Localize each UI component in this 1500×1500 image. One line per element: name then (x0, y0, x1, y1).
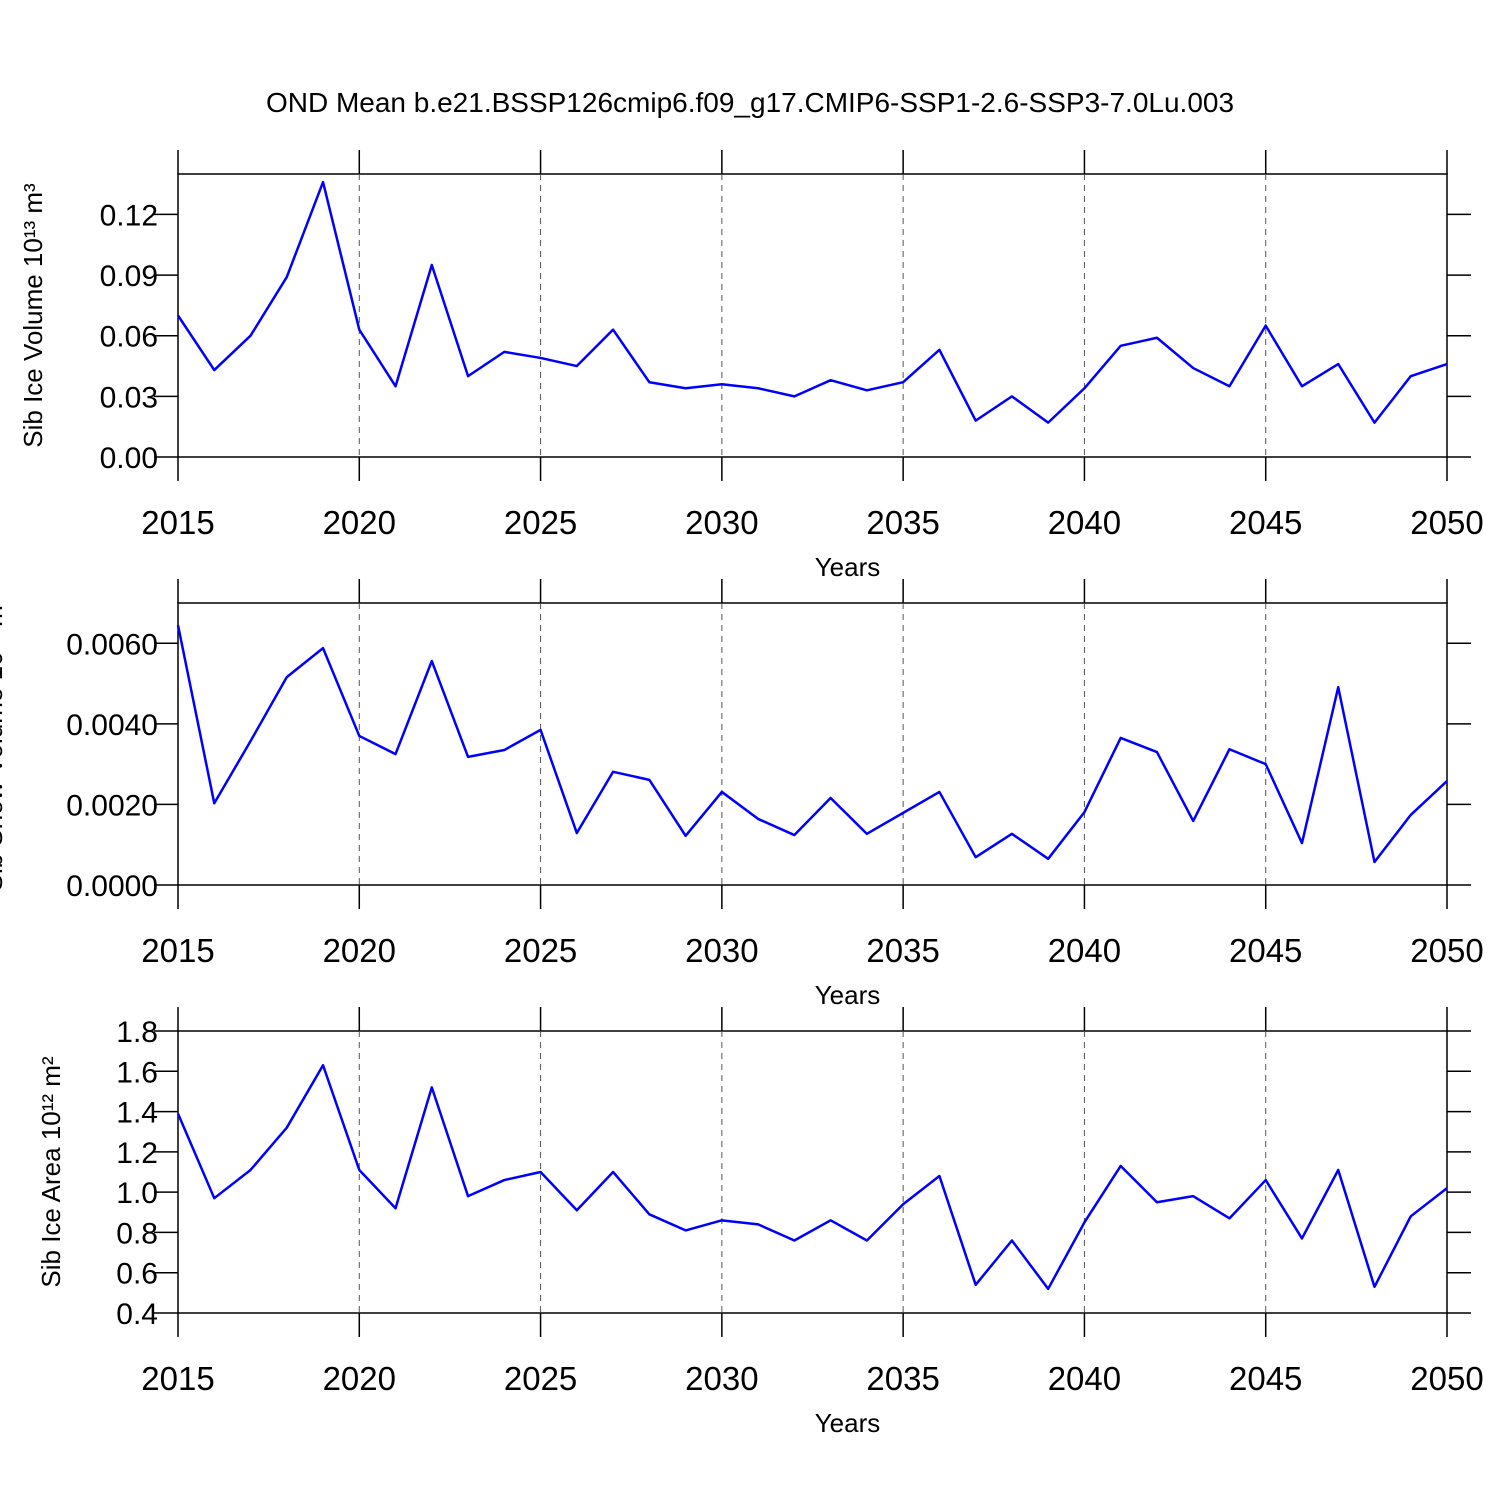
y-tick-label: 0.09 (100, 260, 158, 293)
data-line (176, 1063, 1448, 1291)
x-axis-label: Years (815, 552, 881, 582)
x-tick-label: 2045 (1229, 1360, 1302, 1397)
x-tick-label: 2035 (866, 504, 939, 541)
y-tick-label: 0.12 (100, 199, 158, 232)
y-tick-label: 0.0000 (66, 870, 158, 903)
x-axis-label: Years (815, 980, 881, 1010)
x-tick-label: 2015 (141, 1360, 214, 1397)
data-line (176, 624, 1448, 864)
y-tick-label: 0.0020 (66, 789, 158, 822)
x-axis-label: Years (815, 1408, 881, 1438)
x-tick-label: 2015 (141, 932, 214, 969)
y-tick-label: 0.00 (100, 442, 158, 475)
x-tick-label: 2045 (1229, 504, 1302, 541)
y-tick-label: 1.0 (116, 1177, 158, 1210)
y-tick-label: 0.8 (116, 1217, 158, 1250)
y-tick-label: 1.8 (116, 1016, 158, 1049)
x-tick-label: 2040 (1048, 1360, 1121, 1397)
x-tick-label: 2050 (1410, 932, 1483, 969)
y-tick-label: 1.6 (116, 1056, 158, 1089)
x-tick-label: 2025 (504, 504, 577, 541)
x-tick-label: 2030 (685, 1360, 758, 1397)
data-line (176, 180, 1448, 424)
y-axis-label: Sib Snow Volume 10¹³ m³ (0, 596, 8, 891)
x-tick-label: 2025 (504, 1360, 577, 1397)
y-tick-label: 0.6 (116, 1258, 158, 1291)
y-axis-label: Sib Ice Area 10¹² m² (36, 1056, 66, 1288)
y-tick-label: 0.0040 (66, 709, 158, 742)
x-tick-label: 2040 (1048, 504, 1121, 541)
y-tick-label: 0.4 (116, 1298, 158, 1331)
plot-frame (177, 1030, 1448, 1314)
x-tick-label: 2025 (504, 932, 577, 969)
x-tick-label: 2020 (323, 932, 396, 969)
x-tick-label: 2030 (685, 932, 758, 969)
figure-title: OND Mean b.e21.BSSP126cmip6.f09_g17.CMIP… (266, 87, 1234, 118)
y-axis-label: Sib Ice Volume 10¹³ m³ (18, 183, 48, 448)
x-tick-label: 2035 (866, 1360, 939, 1397)
x-tick-label: 2050 (1410, 1360, 1483, 1397)
x-tick-label: 2030 (685, 504, 758, 541)
x-tick-label: 2020 (323, 504, 396, 541)
y-tick-label: 1.2 (116, 1137, 158, 1170)
plot-frame (177, 602, 1448, 886)
y-tick-label: 0.03 (100, 381, 158, 414)
x-tick-label: 2020 (323, 1360, 396, 1397)
y-tick-label: 0.06 (100, 321, 158, 354)
x-tick-label: 2040 (1048, 932, 1121, 969)
plot-frame (177, 173, 1448, 458)
x-tick-label: 2035 (866, 932, 939, 969)
x-tick-label: 2050 (1410, 504, 1483, 541)
x-tick-label: 2045 (1229, 932, 1302, 969)
x-tick-label: 2015 (141, 504, 214, 541)
y-tick-label: 1.4 (116, 1097, 158, 1130)
y-tick-label: 0.0060 (66, 628, 158, 661)
